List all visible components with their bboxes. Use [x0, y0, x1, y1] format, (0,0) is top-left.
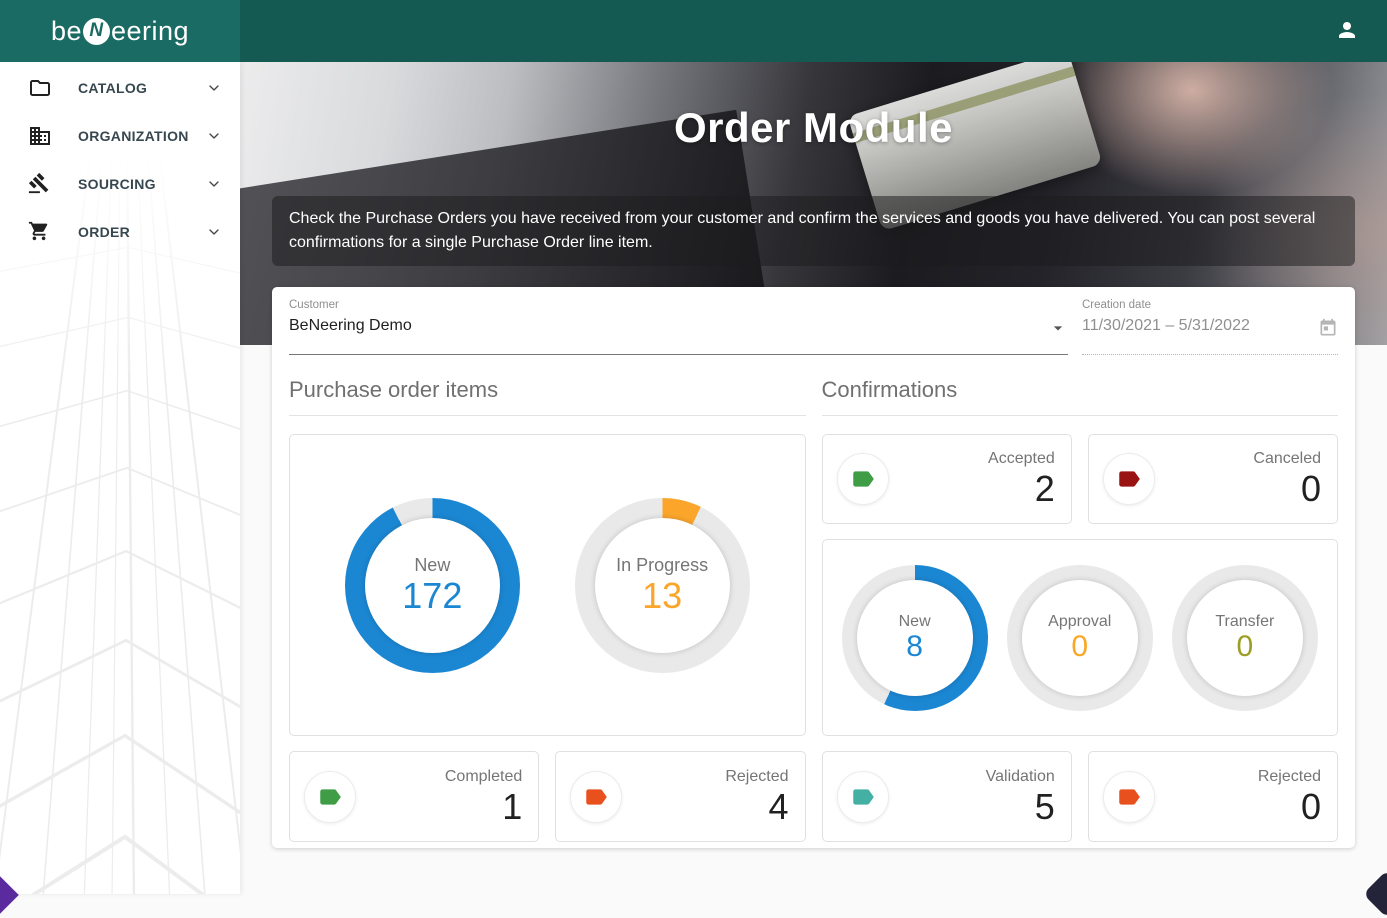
logo-text-post: eering	[110, 15, 190, 46]
label-tag-icon	[836, 770, 889, 823]
organization-icon	[28, 124, 52, 148]
logo-text-pre: be	[50, 15, 82, 46]
stat-card-rejected-po[interactable]: Rejected 4	[555, 751, 806, 842]
stat-label: Rejected	[1257, 767, 1321, 785]
confirmations-heading: Confirmations	[821, 369, 1338, 416]
stat-label: Completed	[444, 767, 523, 785]
stat-card-validation[interactable]: Validation 5	[821, 751, 1072, 842]
label-tag-icon	[836, 453, 889, 505]
folder-icon	[28, 76, 52, 100]
stat-label: Validation	[985, 767, 1055, 785]
page-description: Check the Purchase Orders you have recei…	[272, 196, 1355, 266]
donut-value: 0	[1236, 629, 1254, 663]
stat-card-rejected-conf[interactable]: Rejected 0	[1087, 751, 1338, 842]
stat-label: Rejected	[725, 767, 789, 785]
stat-value: 1	[502, 785, 523, 827]
purchase-order-items-section: Purchase order items New 172 In Progress…	[289, 369, 806, 842]
confirmations-donut-panel: New 8 Approval 0 Transfer 0	[821, 539, 1338, 736]
stat-card-accepted[interactable]: Accepted 2	[821, 434, 1072, 524]
dropdown-arrow-icon	[1048, 318, 1068, 338]
sidebar-item-label: ORGANIZATION	[78, 128, 189, 144]
sidebar-item-sourcing[interactable]: SOURCING	[0, 160, 240, 208]
donut-chart-conf-new[interactable]: New 8	[841, 564, 988, 711]
stat-label: Canceled	[1253, 450, 1321, 467]
logo-n-icon: N	[82, 17, 110, 45]
filter-row: Customer BeNeering Demo Creation date 11…	[289, 299, 1338, 355]
sidebar-item-organization[interactable]: ORGANIZATION	[0, 112, 240, 160]
sidebar: CATALOG ORGANIZATION SOURCING ORDER	[0, 62, 240, 894]
sidebar-item-label: SOURCING	[78, 176, 156, 192]
customer-label: Customer	[289, 299, 339, 311]
donut-label: New	[414, 554, 451, 575]
creation-date-label: Creation date	[1082, 299, 1152, 311]
dashboard-card: Customer BeNeering Demo Creation date 11…	[272, 287, 1355, 848]
purchase-order-items-heading: Purchase order items	[289, 369, 806, 416]
label-tag-icon	[1102, 453, 1155, 505]
label-tag-icon	[1102, 770, 1155, 823]
donut-chart-po-new[interactable]: New 172	[344, 497, 520, 673]
donut-label: Approval	[1048, 612, 1112, 630]
label-tag-icon	[304, 770, 356, 823]
donut-value: 13	[642, 574, 683, 616]
chevron-down-icon	[206, 224, 222, 240]
po-donut-panel: New 172 In Progress 13	[289, 434, 806, 736]
donut-chart-approval[interactable]: Approval 0	[1006, 564, 1153, 711]
po-stats-row: Completed 1 Rejected 4	[289, 751, 806, 842]
stat-value: 2	[1034, 468, 1055, 509]
sidebar-menu: CATALOG ORGANIZATION SOURCING ORDER	[0, 62, 240, 256]
calendar-icon[interactable]	[1318, 318, 1338, 338]
user-menu-button[interactable]	[1325, 9, 1369, 53]
user-icon	[1335, 18, 1359, 45]
creation-date-value: 11/30/2021 – 5/31/2022	[1082, 317, 1250, 334]
sidebar-item-label: ORDER	[78, 224, 131, 240]
creation-date-field[interactable]: Creation date 11/30/2021 – 5/31/2022	[1082, 299, 1338, 355]
stat-card-canceled[interactable]: Canceled 0	[1087, 434, 1338, 524]
stat-value: 0	[1300, 785, 1321, 827]
customer-select[interactable]: Customer BeNeering Demo	[289, 299, 1068, 355]
confirmations-top-stats: Accepted 2 Canceled 0	[821, 434, 1338, 524]
sidebar-item-order[interactable]: ORDER	[0, 208, 240, 256]
stat-value: 0	[1300, 468, 1321, 509]
confirmations-bottom-stats: Validation 5 Rejected 0	[821, 751, 1338, 842]
donut-value: 0	[1071, 629, 1089, 663]
donut-label: Transfer	[1215, 612, 1275, 630]
chevron-down-icon	[206, 176, 222, 192]
stat-card-completed[interactable]: Completed 1	[289, 751, 540, 842]
building-watermark	[0, 152, 240, 894]
page-title: Order Module	[673, 104, 954, 151]
stat-label: Accepted	[988, 450, 1055, 467]
chevron-down-icon	[206, 80, 222, 96]
donut-value: 172	[402, 574, 463, 616]
stat-value: 4	[768, 785, 789, 827]
confirmations-section: Confirmations Accepted 2 Canceled 0	[821, 369, 1338, 842]
chevron-down-icon	[206, 128, 222, 144]
cart-icon	[28, 220, 52, 244]
donut-chart-transfer[interactable]: Transfer 0	[1171, 564, 1318, 711]
gavel-icon	[28, 172, 52, 196]
sidebar-item-label: CATALOG	[78, 80, 148, 96]
label-tag-icon	[570, 770, 623, 823]
donut-label: In Progress	[616, 554, 709, 575]
customer-value: BeNeering Demo	[289, 317, 412, 334]
donut-label: New	[898, 612, 931, 630]
donut-value: 8	[906, 629, 923, 663]
sidebar-item-catalog[interactable]: CATALOG	[0, 64, 240, 112]
donut-chart-po-in-progress[interactable]: In Progress 13	[574, 497, 750, 673]
stat-value: 5	[1034, 785, 1055, 827]
